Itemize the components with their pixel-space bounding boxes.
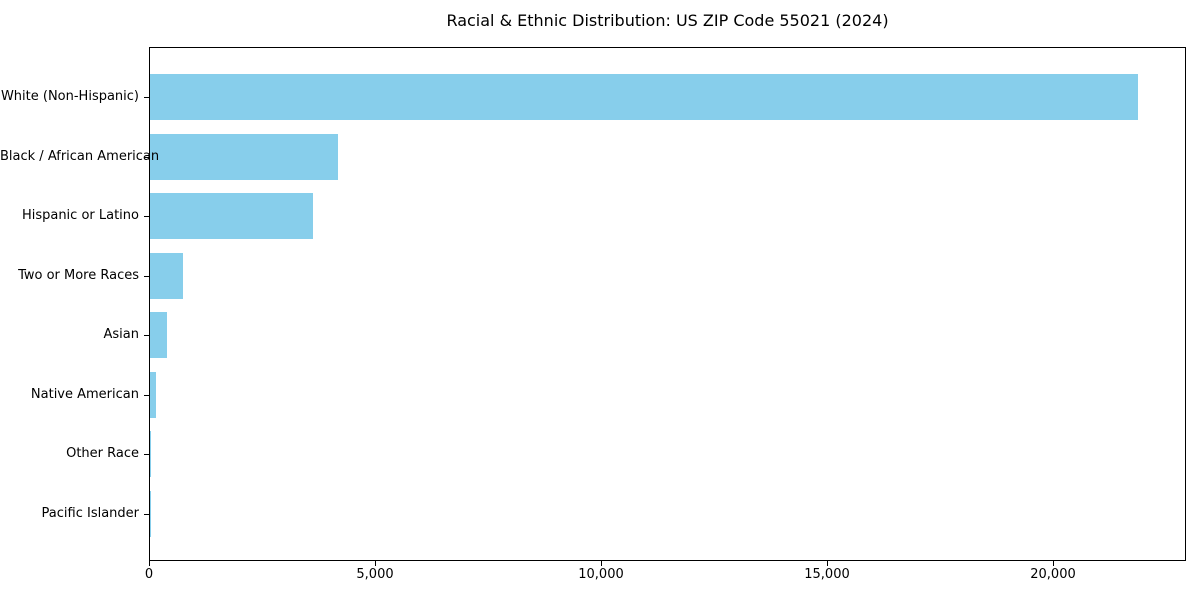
x-tick-15000: [827, 561, 828, 566]
x-tick-10000: [601, 561, 602, 566]
bar-two-or-more-races: [150, 253, 183, 299]
y-tick-black-african-american: [144, 157, 149, 158]
bar-asian: [150, 312, 167, 358]
x-tick-label-20000: 20,000: [1030, 567, 1076, 582]
y-tick-other-race: [144, 454, 149, 455]
bar-black-african-american: [150, 134, 339, 180]
x-tick-5000: [375, 561, 376, 566]
x-tick-0: [149, 561, 150, 566]
y-tick-pacific-islander: [144, 514, 149, 515]
x-tick-label-10000: 10,000: [578, 567, 624, 582]
y-tick-label-black-african-american: Black / African American: [0, 149, 160, 164]
y-tick-label-pacific-islander: Pacific Islander: [41, 506, 139, 521]
x-tick-label-5000: 5,000: [356, 567, 394, 582]
bar-white-non-hispanic: [150, 74, 1138, 120]
x-tick-label-0: 0: [144, 567, 154, 582]
y-tick-label-white-non-hispanic: White (Non-Hispanic): [0, 89, 139, 104]
bar-pacific-islander: [150, 491, 151, 537]
bars-layer: [150, 48, 1185, 560]
y-tick-label-native-american: Native American: [30, 387, 139, 402]
x-tick-20000: [1053, 561, 1054, 566]
y-tick-label-other-race: Other Race: [66, 446, 139, 461]
y-tick-white-non-hispanic: [144, 97, 149, 98]
bar-native-american: [150, 372, 156, 418]
y-tick-label-hispanic-or-latino: Hispanic or Latino: [21, 208, 139, 223]
y-tick-label-two-or-more-races: Two or More Races: [18, 268, 139, 283]
y-tick-hispanic-or-latino: [144, 216, 149, 217]
bar-other-race: [150, 431, 152, 477]
bar-hispanic-or-latino: [150, 193, 314, 239]
y-tick-native-american: [144, 395, 149, 396]
y-tick-label-asian: Asian: [103, 327, 139, 342]
chart-title: Racial & Ethnic Distribution: US ZIP Cod…: [446, 11, 889, 30]
x-tick-label-15000: 15,000: [804, 567, 850, 582]
plot-area: [149, 47, 1186, 561]
y-tick-asian: [144, 335, 149, 336]
y-tick-two-or-more-races: [144, 276, 149, 277]
